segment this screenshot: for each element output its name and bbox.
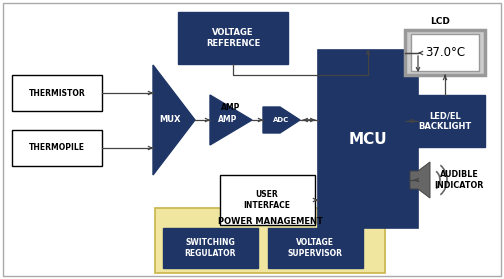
Bar	[12, 130, 102, 166]
Text: THERMOPILE: THERMOPILE	[29, 143, 85, 153]
Bar	[12, 75, 102, 111]
Bar	[318, 50, 418, 228]
Text: 37.0°C: 37.0°C	[425, 47, 465, 59]
Text: AMP: AMP	[221, 104, 241, 112]
Text: MUX: MUX	[159, 116, 181, 124]
Bar	[268, 228, 363, 268]
Polygon shape	[210, 95, 252, 145]
Text: SWITCHING
REGULATOR: SWITCHING REGULATOR	[184, 238, 236, 258]
Text: POWER MANAGEMENT: POWER MANAGEMENT	[218, 217, 323, 225]
Polygon shape	[153, 65, 195, 175]
Bar	[220, 175, 315, 225]
Text: USER
INTERFACE: USER INTERFACE	[243, 190, 290, 210]
Text: VOLTAGE
SUPERVISOR: VOLTAGE SUPERVISOR	[287, 238, 343, 258]
Bar	[178, 12, 288, 64]
Text: LED/EL
BACKLIGHT: LED/EL BACKLIGHT	[418, 111, 472, 131]
Bar	[163, 228, 258, 268]
Text: ADC: ADC	[273, 117, 289, 123]
Text: AUDIBLE
INDICATOR: AUDIBLE INDICATOR	[434, 170, 484, 190]
Bar	[405, 30, 485, 75]
Bar	[411, 34, 479, 71]
Polygon shape	[410, 162, 430, 198]
Text: LCD: LCD	[430, 18, 450, 27]
Bar	[155, 208, 385, 273]
Bar	[405, 95, 485, 147]
Text: AMP: AMP	[218, 116, 238, 124]
Text: MCU: MCU	[349, 131, 387, 146]
Polygon shape	[263, 107, 300, 133]
Text: THERMISTOR: THERMISTOR	[29, 88, 85, 97]
Text: VOLTAGE
REFERENCE: VOLTAGE REFERENCE	[206, 28, 260, 48]
